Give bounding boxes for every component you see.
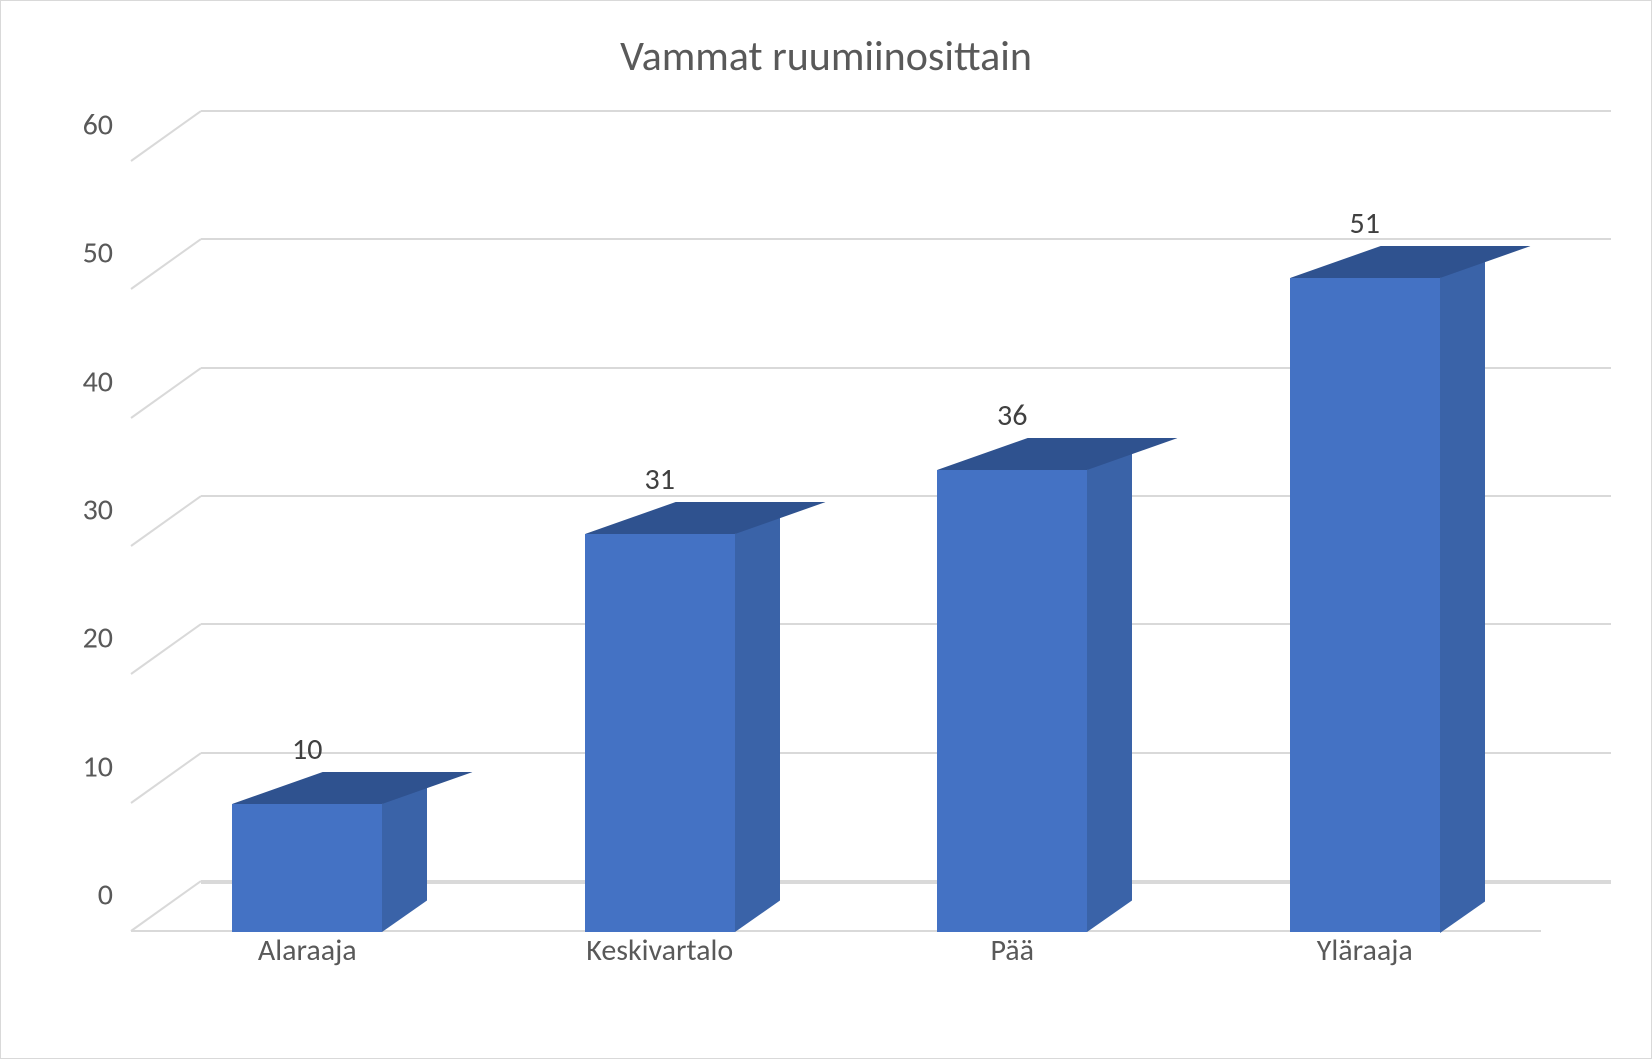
- bar-top-face: [585, 502, 826, 534]
- chart-title: Vammat ruumiinosittain: [41, 31, 1611, 82]
- data-label: 10: [292, 731, 322, 768]
- bar-slot: 31: [505, 534, 815, 932]
- bar-slot: 36: [857, 470, 1167, 932]
- bar-front-face: [1290, 278, 1440, 933]
- data-label: 51: [1350, 205, 1380, 242]
- bar-slot: 51: [1210, 278, 1520, 933]
- x-axis-labels: Alaraaja Keskivartalo Pää Yläraaja: [131, 932, 1541, 972]
- bar-side-face: [735, 503, 780, 932]
- y-axis: 0102030405060: [41, 112, 131, 972]
- bar-side-face: [1087, 438, 1132, 932]
- bar-top-face: [232, 772, 473, 804]
- bar: 31: [585, 534, 735, 932]
- bar-top-face: [937, 438, 1178, 470]
- bar-front-face: [937, 470, 1087, 932]
- y-tick-label: 20: [83, 620, 113, 657]
- bar: 51: [1290, 278, 1440, 933]
- bar-top-face: [1290, 246, 1531, 278]
- x-tick-label: Keskivartalo: [505, 932, 815, 972]
- x-tick-label: Alaraaja: [152, 932, 462, 972]
- plot-area: 0102030405060 10313651 AlaraajaKeskivart…: [41, 112, 1611, 972]
- bar-front-face: [232, 804, 382, 932]
- chart-container: Vammat ruumiinosittain 0 10 20 30 40 50 60 10 3…: [0, 0, 1652, 1059]
- bar: 36: [937, 470, 1087, 932]
- y-tick-label: 0: [98, 877, 113, 914]
- y-tick-label: 40: [83, 363, 113, 400]
- y-tick-label: 60: [83, 107, 113, 144]
- y-tick-label: 10: [83, 748, 113, 785]
- plot-3d: 10 31 36 51 Alaraaja Keskivartalo Pää Yläraaja: [131, 112, 1611, 972]
- data-label: 31: [645, 461, 675, 498]
- data-label: 36: [997, 397, 1027, 434]
- bars-area: 10 31 36 51: [131, 112, 1541, 932]
- bar: 10: [232, 804, 382, 932]
- y-tick-label: 30: [83, 492, 113, 529]
- y-tick-label: 50: [83, 235, 113, 272]
- bar-side-face: [1440, 246, 1485, 932]
- x-tick-label: Yläraaja: [1210, 932, 1520, 972]
- bar-front-face: [585, 534, 735, 932]
- bar-slot: 10: [152, 804, 462, 932]
- x-tick-label: Pää: [857, 932, 1167, 972]
